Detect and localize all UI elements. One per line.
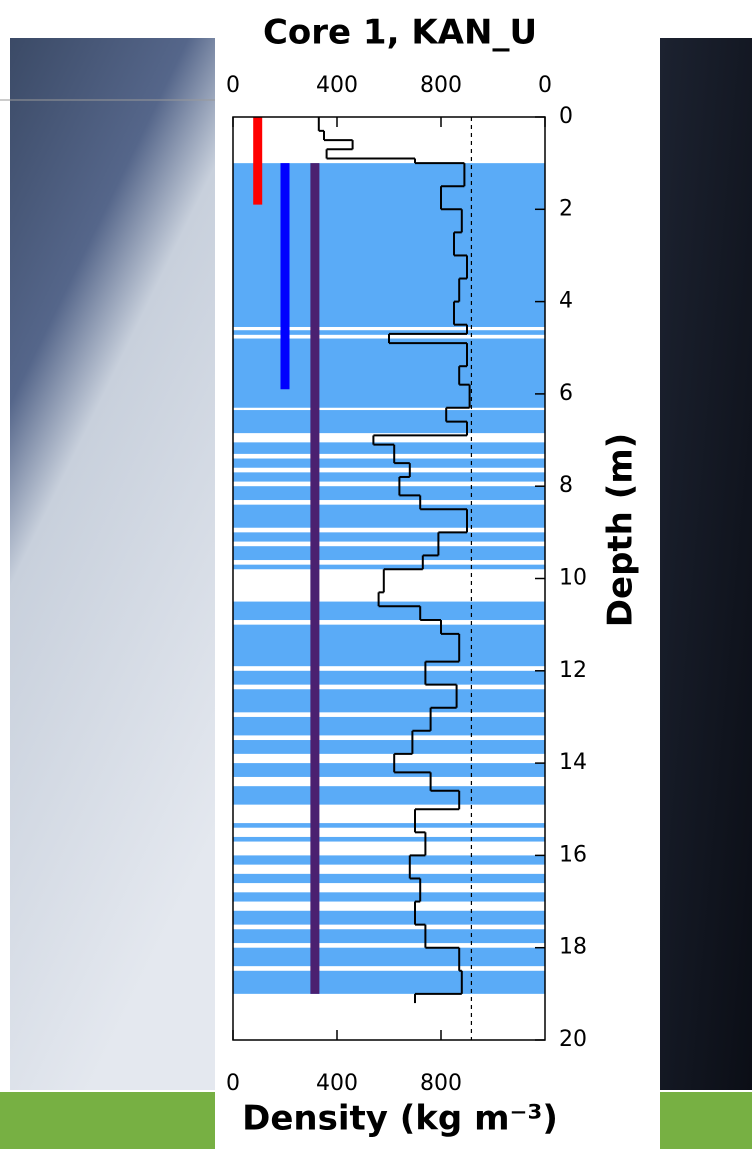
ice-layer xyxy=(233,689,545,713)
footer-bar xyxy=(660,1092,752,1149)
ice-layer xyxy=(233,486,545,501)
x-tick-label: 0 xyxy=(226,1071,240,1096)
ice-layer xyxy=(233,458,545,468)
ice-layer xyxy=(233,504,545,528)
ice-layer xyxy=(233,763,545,777)
ice-layer xyxy=(233,786,545,805)
dark-photo xyxy=(660,38,752,1090)
ice-layer xyxy=(233,330,545,335)
ice-layer xyxy=(233,472,545,482)
ice-layer xyxy=(233,929,545,944)
ice-layer xyxy=(233,823,545,828)
ice-layer xyxy=(233,855,545,865)
y-tick-label: 4 xyxy=(559,289,573,314)
ice-layer xyxy=(233,892,545,902)
x2-tick-label: 0 xyxy=(538,73,552,98)
y-tick-label: 10 xyxy=(559,566,587,591)
y-tick-label: 2 xyxy=(559,196,573,221)
ice-layer xyxy=(233,338,545,408)
ice-layer xyxy=(233,410,545,434)
ice-layer xyxy=(233,836,545,842)
ice-layer xyxy=(233,670,545,685)
ice-layer xyxy=(233,624,545,667)
ice-layer xyxy=(233,163,545,327)
ice-layer xyxy=(233,532,545,542)
x-tick-label: 400 xyxy=(316,1071,358,1096)
y-tick-label: 18 xyxy=(559,935,587,960)
ice-layer xyxy=(233,442,545,454)
x-axis-label: Density (kg m⁻³) xyxy=(242,1099,558,1139)
chart-title: Core 1, KAN_U xyxy=(263,13,537,53)
y-tick-label: 16 xyxy=(559,842,587,867)
ice-layer xyxy=(233,873,545,884)
ice-layer xyxy=(233,970,545,994)
ice-layer xyxy=(233,564,545,570)
ice-layer xyxy=(233,601,545,621)
y-axis-label: Depth (m) xyxy=(601,433,641,627)
snow-photo xyxy=(10,38,215,1090)
y-tick-label: 6 xyxy=(559,381,573,406)
ice-layer xyxy=(233,716,545,736)
ice-layer xyxy=(233,910,545,925)
y-tick-label: 12 xyxy=(559,658,587,683)
x-tick-label: 800 xyxy=(420,1071,462,1096)
x2-tick-label: 800 xyxy=(420,73,462,98)
x2-tick-label: 400 xyxy=(316,73,358,98)
footer-bar xyxy=(0,1092,215,1149)
y-tick-label: 20 xyxy=(559,1027,587,1052)
y-tick-label: 8 xyxy=(559,473,573,498)
y-tick-label: 14 xyxy=(559,750,587,775)
ice-layer xyxy=(233,546,545,561)
y-tick-label: 0 xyxy=(559,104,573,129)
ice-layer xyxy=(233,947,545,967)
x2-tick-label: 0 xyxy=(226,73,240,98)
ice-layer xyxy=(233,740,545,754)
